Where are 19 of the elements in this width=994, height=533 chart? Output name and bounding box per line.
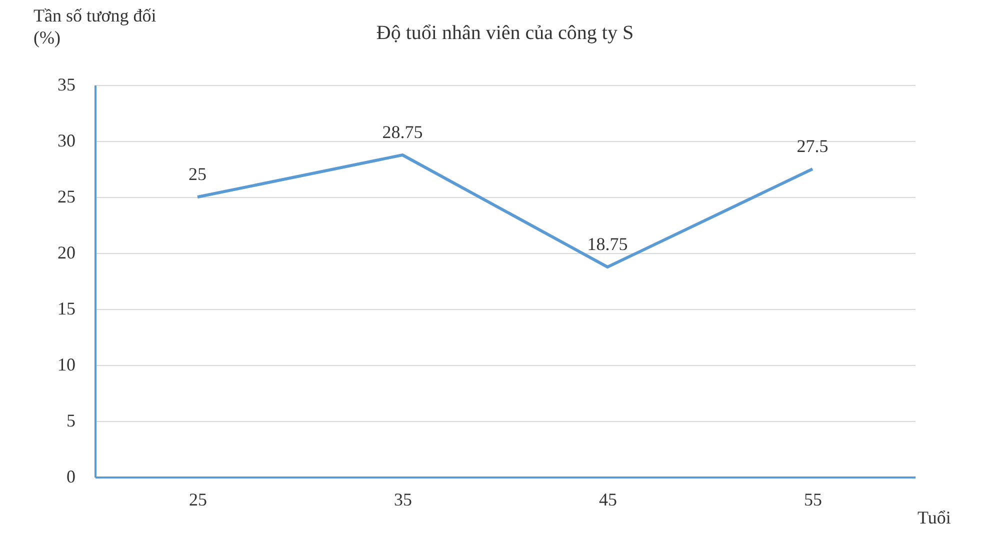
x-tick-label: 55 (804, 490, 822, 510)
x-tick-label: 25 (189, 490, 207, 510)
x-tick-label: 45 (599, 490, 617, 510)
y-tick-label: 30 (58, 130, 76, 150)
data-label: 25 (188, 164, 206, 184)
y-tick-label: 25 (58, 186, 76, 206)
y-tick-label: 0 (66, 466, 76, 486)
data-label: 18.75 (587, 234, 628, 254)
y-tick-label: 5 (66, 410, 76, 430)
data-label: 27.5 (796, 136, 828, 156)
y-axis-title: Tần số tương đối (%) (34, 6, 156, 48)
y-tick-label: 10 (58, 354, 76, 374)
y-tick-label: 35 (58, 74, 76, 94)
x-axis-title: Tuổi (918, 508, 951, 528)
y-tick-label: 20 (58, 242, 76, 262)
chart-title: Độ tuổi nhân viên của công ty S (376, 22, 634, 44)
x-tick-label: 35 (394, 490, 412, 510)
data-label: 28.75 (382, 122, 423, 142)
y-tick-label: 15 (58, 298, 76, 318)
